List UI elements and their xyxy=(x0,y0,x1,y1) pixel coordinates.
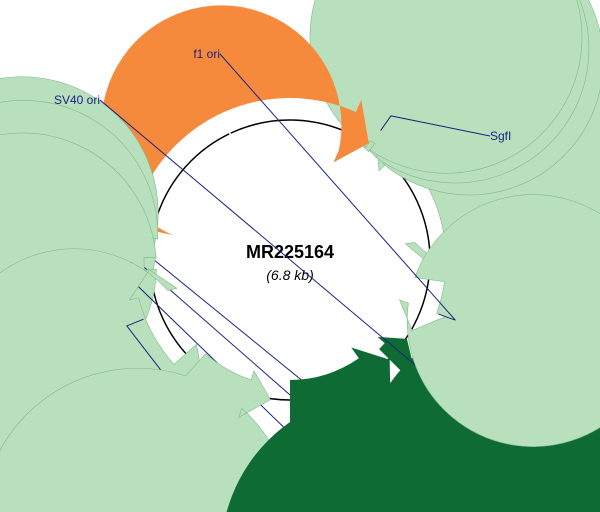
plasmid-map: MR225164(6.8 kb)CMV promoterVP1.5 primer… xyxy=(0,0,600,512)
feature-label-reps2: Reps2 xyxy=(209,115,249,143)
callout-label-f1ori: f1 ori xyxy=(193,47,220,61)
plasmid-size: (6.8 kb) xyxy=(266,267,313,283)
plasmid-name: MR225164 xyxy=(246,242,334,262)
callout-label-sgfi: SgfI xyxy=(490,129,511,143)
callout-label-sv40ori: SV40 ori xyxy=(54,93,100,107)
